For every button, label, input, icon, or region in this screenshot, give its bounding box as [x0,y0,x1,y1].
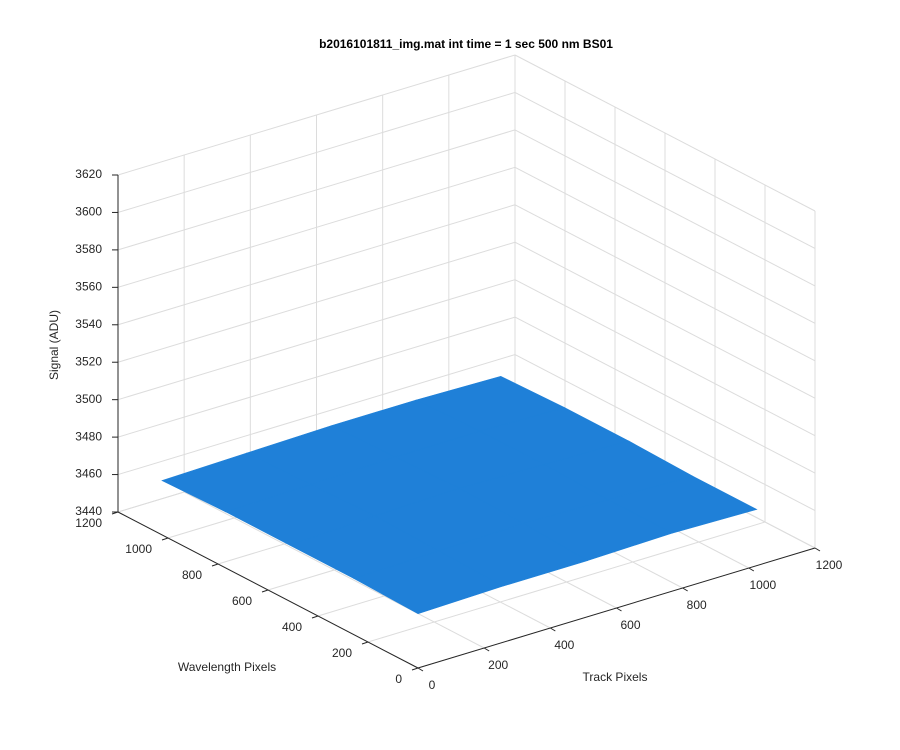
tick-mark [411,667,419,671]
x-tick-label: 800 [687,598,707,612]
tick-mark [211,563,219,567]
x-tick-label: 0 [429,678,436,692]
x-axis-label: Track Pixels [583,670,648,684]
tick-mark [748,567,755,572]
tick-mark [361,641,369,645]
z-tick-label: 3440 [75,504,102,518]
y-tick-label: 400 [282,620,302,634]
x-tick-label: 1200 [816,558,843,572]
y-tick-label: 1200 [75,516,102,530]
z-tick-label: 3580 [75,242,102,256]
grid-line [514,92,816,249]
grid-line [117,129,516,251]
grid-line [514,279,816,437]
grid-line [117,204,516,326]
tick-mark [417,667,424,672]
tick-mark [682,587,688,592]
tick-mark [550,627,556,632]
chart-title: b2016101811_img.mat int time = 1 sec 500… [319,37,613,51]
x-tick-label: 600 [620,618,640,632]
z-tick-label: 3560 [75,280,102,294]
tick-mark [483,647,490,652]
grid-line [117,354,516,476]
x-tick-label: 200 [488,658,508,672]
z-tick-label: 3480 [75,429,102,443]
grid-line [514,204,816,362]
tick-mark [261,589,269,593]
grid-line [514,54,816,212]
z-axis-label: Signal (ADU) [47,310,61,380]
z-tick-label: 3600 [75,205,102,219]
grid-line [117,166,516,288]
x-tick-label: 400 [554,638,574,652]
z-tick-label: 3520 [75,354,102,368]
surface-cell [353,550,504,615]
y-tick-label: 800 [182,568,202,582]
tick-mark [814,547,821,552]
grid-line [514,166,816,324]
tick-mark [311,615,319,619]
grid-line [117,241,516,363]
tick-mark [616,607,622,612]
surface-layer [161,375,758,615]
grid-line [117,54,516,176]
x-tick-label: 1000 [749,578,776,592]
y-tick-label: 600 [232,594,252,608]
grid-line [514,354,816,511]
grid-line [514,241,816,399]
z-tick-label: 3620 [75,167,102,181]
y-tick-label: 1000 [125,542,152,556]
grid-line [514,129,816,287]
axes-layer: 0 200 400 600 800 1000 1200 0 200 400 600 800 1000 12… [75,167,842,692]
tick-mark [161,537,169,541]
z-tick-label: 3540 [75,317,102,331]
grid-line [514,316,816,474]
grid-line [367,521,766,643]
y-axis-label: Wavelength Pixels [178,660,276,674]
z-tick-label: 3460 [75,467,102,481]
grid-line [117,316,516,438]
grid-line [117,91,516,213]
grid-line [117,279,516,401]
z-tick-label: 3500 [75,392,102,406]
y-tick-label: 0 [395,672,402,686]
y-tick-label: 200 [332,646,352,660]
